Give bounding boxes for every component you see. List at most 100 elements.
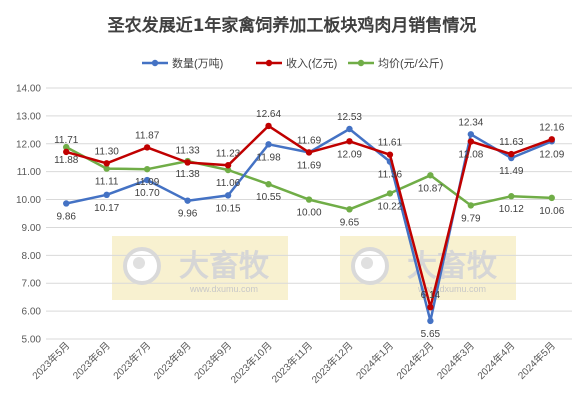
data-label: 12.09 [539,149,564,160]
y-tick-label: 6.00 [22,307,42,318]
data-label: 12.53 [337,112,362,123]
data-label: 10.15 [216,203,241,214]
series-point-2 [386,190,394,197]
data-label: 11.33 [175,145,200,156]
y-tick-label: 9.00 [22,223,42,234]
legend-label: 收入(亿元) [286,56,337,70]
data-label: 9.96 [178,209,198,220]
y-tick-label: 13.00 [16,111,41,122]
x-axis-ticks: 2023年5月2023年6月2023年7月2023年8月2023年9月2023年… [29,339,558,386]
watermark-brand: 大畜牧 [179,249,270,284]
data-label: 11.09 [135,177,160,188]
data-label: 11.88 [54,155,79,166]
watermark-logo-dot [133,257,145,269]
legend-marker [265,59,273,67]
x-tick-label: 2024年3月 [434,339,477,382]
y-axis-ticks: 5.00 6.00 7.00 8.00 9.00 10.00 11.00 12.00 13.00… [16,84,41,346]
series-point-2 [508,193,515,200]
y-tick-label: 8.00 [22,251,42,262]
series-point-2 [63,143,70,151]
x-tick-label: 2023年12月 [309,339,356,386]
grid-lines [46,87,572,340]
series-point-2 [346,206,353,213]
series-point-0 [346,125,353,133]
series-point-2 [548,194,555,202]
y-tick-label: 11.00 [17,167,42,178]
series-point-0 [143,176,151,184]
series-point-1 [103,160,110,167]
data-label: 11.49 [499,166,524,177]
series-point-1 [305,149,313,156]
data-label: 11.87 [135,130,160,141]
data-label: 10.87 [418,183,443,194]
series-point-2 [265,181,272,188]
data-label: 12.08 [458,150,483,161]
y-tick-label: 14.00 [16,84,41,95]
data-label: 10.55 [256,192,281,203]
series-point-1 [143,144,151,151]
x-tick-label: 2024年1月 [353,339,396,382]
x-tick-label: 2024年4月 [474,339,517,382]
y-tick-label: 5.00 [22,335,42,346]
series-point-2 [103,165,110,172]
legend: 数量(万吨) 收入(亿元) 均价(元/公斤) [142,56,443,70]
legend-marker [357,59,365,67]
x-tick-label: 2024年5月 [515,339,558,382]
data-label: 10.06 [539,206,564,217]
series-point-1 [548,136,555,143]
data-label: 11.71 [54,135,79,146]
series-point-0 [265,141,272,148]
series-point-1 [265,122,272,130]
data-label: 9.65 [340,217,360,228]
series-point-0 [103,191,110,199]
data-label: 5.65 [421,329,441,340]
data-label: 12.16 [539,122,564,133]
data-label: 11.06 [216,178,241,189]
data-label: 12.09 [337,149,362,160]
series-layer [63,122,555,325]
watermark-url: www.dxumu.com [417,284,486,294]
series-point-1 [427,304,434,311]
data-label: 10.17 [94,203,119,214]
y-tick-label: 7.00 [22,279,42,290]
series-point-0 [184,197,191,204]
series-point-2 [467,202,475,209]
data-label: 12.64 [256,109,281,120]
x-tick-label: 2023年10月 [228,339,275,386]
data-label: 9.79 [461,213,481,224]
series-point-1 [224,162,232,169]
data-label: 9.86 [56,211,76,222]
y-tick-label: 12.00 [16,139,41,150]
legend-marker [151,59,159,67]
series-point-1 [184,159,191,166]
data-label: 11.38 [175,169,200,180]
data-label: 10.70 [135,188,160,199]
series-point-1 [63,148,70,156]
watermark-url: www.dxumu.com [189,284,258,294]
data-label: 11.69 [297,160,322,171]
data-label: 11.69 [297,135,322,146]
series-point-2 [143,165,151,173]
series-point-2 [427,172,434,179]
series-point-0 [467,131,475,138]
series-point-1 [346,138,353,145]
data-label: 11.11 [95,177,119,188]
x-tick-label: 2024年2月 [394,339,437,382]
series-point-0 [63,200,70,207]
x-tick-label: 2023年6月 [70,339,113,382]
series-point-0 [224,192,232,199]
legend-label: 均价(元/公斤) [378,57,443,70]
data-label: 11.30 [95,146,120,157]
series-point-2 [224,166,232,174]
data-label: 11.36 [378,170,403,181]
legend-label: 数量(万吨) [172,57,223,70]
series-point-1 [508,150,515,158]
x-tick-label: 2023年9月 [191,339,234,382]
data-label: 10.12 [499,204,524,215]
x-tick-label: 2023年11月 [269,339,315,385]
data-label: 11.63 [499,137,524,148]
